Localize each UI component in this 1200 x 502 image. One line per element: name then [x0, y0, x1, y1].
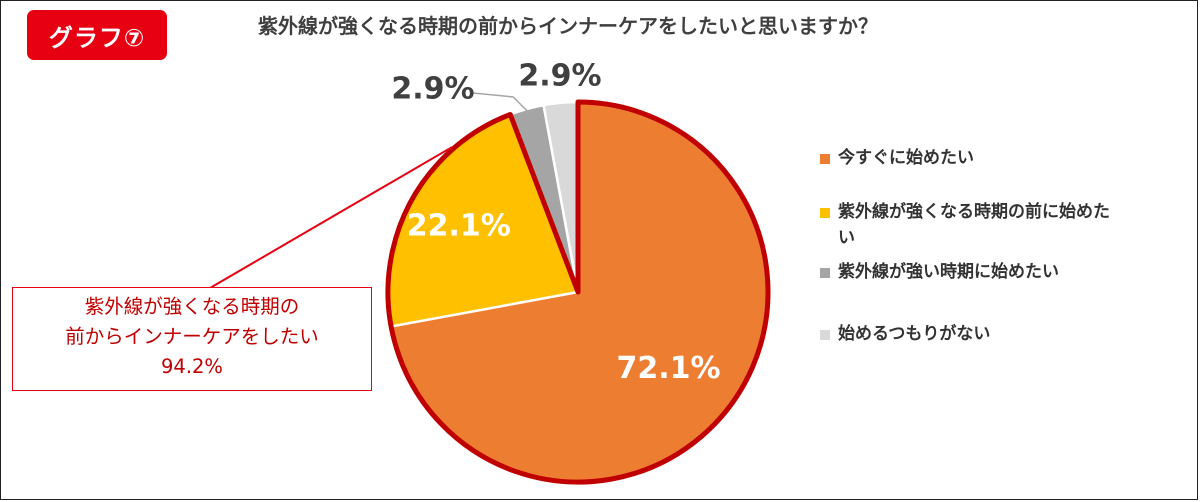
- legend-swatch: [820, 268, 830, 278]
- graph-number-badge: グラフ⑦: [27, 10, 167, 60]
- legend-swatch: [820, 154, 830, 164]
- legend-label: 始めるつもりがない: [838, 324, 991, 344]
- data-label-start-now: 72.1%: [616, 351, 720, 386]
- callout-box: 紫外線が強くなる時期の 前からインナーケアをしたい 94.2%: [12, 287, 372, 391]
- highlight-outline: [385, 99, 771, 485]
- callout-line-1: 紫外線が強くなる時期の: [84, 295, 300, 318]
- callout-line-2: 前からインナーケアをしたい: [65, 325, 319, 348]
- callout-pointer-line: [209, 146, 453, 289]
- data-label-no-intention: 2.9%: [518, 59, 601, 94]
- legend-item-before-season: 紫外線が強くなる時期の前に始めた い: [820, 199, 1180, 251]
- legend-item-during-season: 紫外線が強い時期に始めたい: [820, 259, 1180, 285]
- legend-label-cont: い: [838, 228, 855, 248]
- data-label-during-season: 2.9%: [391, 72, 474, 107]
- legend-label: 紫外線が強い時期に始めたい: [838, 262, 1059, 282]
- legend-item-no-intention: 始めるつもりがない: [820, 321, 1180, 347]
- label-connector-line: [472, 92, 528, 112]
- legend: 今すぐに始めたい 紫外線が強くなる時期の前に始めた い 紫外線が強い時期に始めた…: [820, 145, 1180, 347]
- legend-item-start-now: 今すぐに始めたい: [820, 145, 1180, 171]
- legend-label: 今すぐに始めたい: [838, 148, 974, 168]
- legend-swatch: [820, 208, 830, 218]
- data-label-before-season: 22.1%: [407, 208, 511, 243]
- chart-title: 紫外線が強くなる時期の前からインナーケアをしたいと思いますか？: [258, 14, 878, 38]
- legend-label: 紫外線が強くなる時期の前に始めた: [838, 202, 1110, 222]
- callout-value: 94.2%: [161, 355, 223, 378]
- legend-swatch: [820, 330, 830, 340]
